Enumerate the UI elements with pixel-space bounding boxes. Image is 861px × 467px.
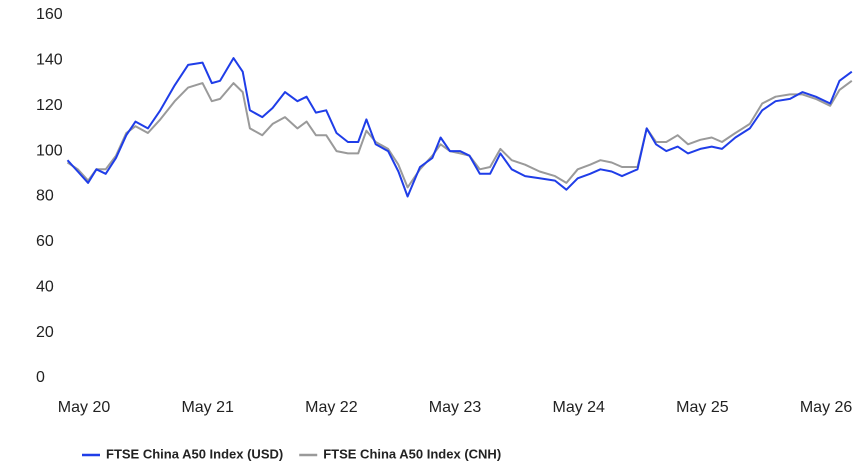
x-tick-label: May 25 (676, 399, 729, 416)
line-series (66, 79, 853, 189)
x-tick-label: May 22 (305, 399, 358, 416)
y-tick-label: 140 (36, 52, 63, 69)
legend-label: FTSE China A50 Index (CNH) (323, 446, 501, 461)
x-tick-label: May 20 (58, 399, 111, 416)
x-tick-label: May 21 (181, 399, 234, 416)
line-series (66, 57, 853, 198)
y-tick-label: 100 (36, 142, 63, 159)
x-tick-label: May 26 (800, 399, 853, 416)
y-tick-label: 80 (36, 188, 54, 205)
x-tick-label: May 24 (552, 399, 605, 416)
y-tick-label: 0 (36, 369, 45, 386)
y-tick-label: 60 (36, 233, 54, 250)
y-tick-label: 160 (36, 6, 63, 23)
y-tick-label: 20 (36, 324, 54, 341)
legend-label: FTSE China A50 Index (USD) (106, 446, 283, 461)
x-tick-label: May 23 (429, 399, 482, 416)
y-tick-label: 120 (36, 97, 63, 114)
y-tick-label: 40 (36, 278, 54, 295)
